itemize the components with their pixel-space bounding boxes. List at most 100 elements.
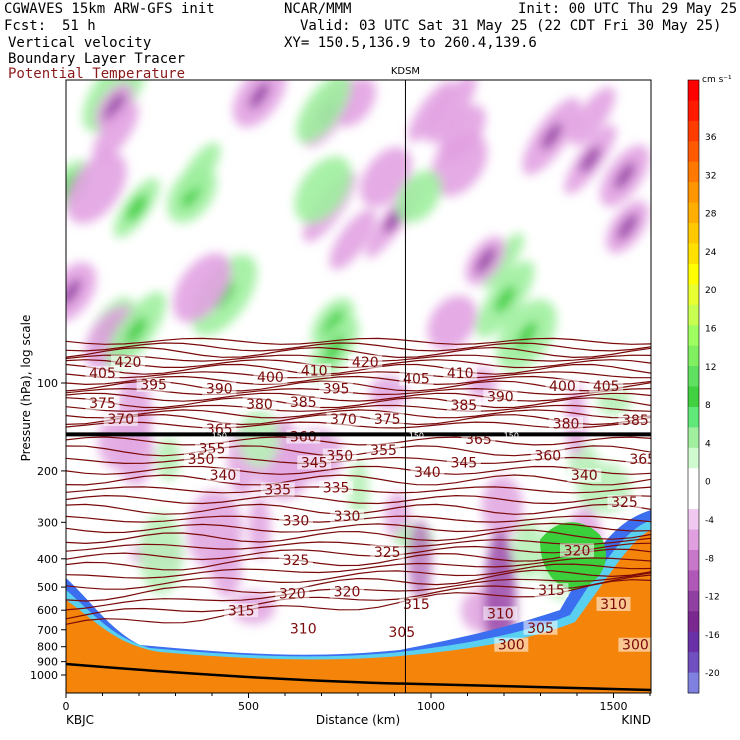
x-axis: 0 500 1000 1500: [63, 693, 651, 713]
colorbar-swatch: [688, 529, 699, 551]
theta-label-bg: [136, 377, 171, 392]
colorbar-swatch: [688, 161, 699, 183]
downdraft-blob: [92, 102, 139, 162]
theta-label-bg: [253, 370, 288, 385]
theta-label-bg: [319, 381, 354, 396]
colorbar-swatch: [688, 263, 699, 285]
theta-label: 385: [450, 398, 477, 414]
colorbar-tick-label: 32: [705, 171, 716, 181]
updraft-blob: [294, 156, 352, 224]
colorbar-tick-label: 0: [705, 478, 711, 488]
colorbar-swatch: [688, 570, 699, 592]
theta-label: 305: [388, 625, 415, 641]
colorbar: 36 32 28 24 20 16 12 8 4 0 -4 -8 -12 -16 -20: [687, 79, 720, 694]
strong-downdraft-core: [475, 247, 496, 275]
theta-label: 380: [553, 417, 580, 433]
strong-updraft-core: [516, 321, 537, 349]
x-tick-label: 500: [238, 700, 259, 713]
theta-label-bg: [483, 389, 518, 404]
colorbar-swatch: [688, 427, 699, 449]
y-tick-label: 600: [37, 604, 58, 617]
theta-label: 395: [140, 378, 167, 394]
theta-label: 340: [414, 465, 441, 481]
colorbar-frame: [687, 79, 700, 694]
theta-label: 400: [257, 370, 284, 386]
left-station-label: KBJC: [66, 713, 94, 727]
y-tick-label: 700: [37, 624, 58, 637]
theta-label: 330: [334, 509, 361, 525]
colorbar-tick-label: 16: [705, 325, 717, 335]
colorbar-swatch: [688, 304, 699, 326]
theta-contour: [66, 375, 651, 386]
colorbar-tick-label: -4: [705, 516, 714, 526]
theta-label-bg: [278, 513, 313, 528]
updraft-blob: [395, 170, 442, 223]
theta-label-bg: [607, 495, 642, 510]
theta-contour: [66, 392, 651, 402]
theta-label-bg: [567, 468, 602, 483]
downdraft-blob: [570, 86, 616, 146]
theta-contour: [66, 529, 651, 545]
theta-label-bg: [278, 552, 313, 567]
theta-label-bg: [494, 637, 529, 652]
theta-label-bg: [85, 366, 120, 381]
theta-label-bg: [286, 621, 321, 636]
colorbar-swatch: [688, 80, 699, 101]
strong-updraft-core: [494, 285, 516, 313]
theta-label: 315: [403, 597, 430, 613]
theta-label-bg: [384, 625, 419, 640]
theta-label: 325: [611, 495, 638, 511]
theta-label: 360: [290, 430, 317, 446]
theta-label: 320: [334, 584, 361, 600]
theta-label: 405: [593, 379, 620, 395]
updraft-blob: [296, 80, 351, 143]
colorbar-tick-label: 28: [705, 210, 717, 220]
downdraft-blob: [424, 80, 477, 143]
colorbar-tick-label: 24: [705, 248, 717, 258]
theta-label: 300: [498, 638, 525, 654]
theta-label: 350: [188, 452, 215, 468]
theta-label-bg: [399, 371, 434, 386]
theta-contour: [66, 371, 651, 379]
theta-label-bg: [446, 398, 481, 413]
colorbar-swatch: [688, 284, 699, 306]
y-tick-label: 800: [37, 641, 58, 654]
theta-label: 365: [629, 452, 656, 468]
downdraft-blob: [360, 147, 412, 208]
theta-label-bg: [530, 448, 565, 463]
colorbar-tick-label: 4: [705, 439, 711, 449]
theta-label: 340: [571, 468, 598, 484]
y-tick-label: 300: [37, 516, 58, 529]
theta-label-bg: [625, 452, 651, 467]
tropopause: 150 150 150: [66, 431, 651, 440]
y-tick-label: 400: [37, 553, 58, 566]
downdraft-core: [408, 520, 432, 600]
theta-label: 335: [323, 481, 350, 497]
y-tick-label: 900: [37, 656, 58, 669]
theta-label: 335: [264, 482, 291, 498]
y-tick-label: 1000: [30, 669, 58, 682]
theta-label: 405: [403, 371, 430, 387]
theta-label: 390: [487, 389, 514, 405]
theta-contour: [66, 486, 651, 494]
theta-label-bg: [195, 441, 229, 456]
y-tick-label: 200: [37, 465, 58, 478]
colorbar-swatch: [688, 223, 699, 244]
colorbar-swatch: [688, 366, 699, 387]
mid-level-blob: [97, 413, 138, 470]
header-fcst-label: Fcst:: [4, 18, 46, 34]
theta-contour: [66, 569, 651, 602]
theta-label-bg: [399, 596, 434, 611]
theta-contour: [66, 342, 651, 352]
theta-label: 410: [301, 363, 328, 379]
theta-label-bg: [322, 448, 357, 463]
theta-label-bg: [286, 394, 321, 409]
theta-label-bg: [410, 465, 445, 480]
theta-label-bg: [589, 378, 624, 393]
colorbar-swatch: [688, 468, 699, 490]
theta-label-bg: [370, 412, 405, 427]
theta-label: 410: [447, 366, 474, 382]
theta-label-bg: [103, 412, 138, 427]
theta-label: 320: [564, 543, 591, 559]
